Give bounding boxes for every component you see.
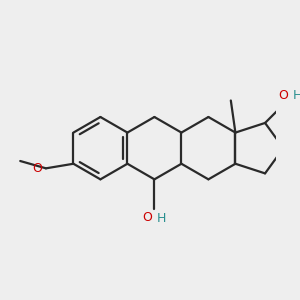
Text: O: O bbox=[32, 162, 42, 175]
Text: H: H bbox=[292, 89, 300, 102]
Text: O: O bbox=[278, 89, 288, 102]
Text: O: O bbox=[142, 212, 152, 224]
Text: H: H bbox=[157, 212, 167, 225]
